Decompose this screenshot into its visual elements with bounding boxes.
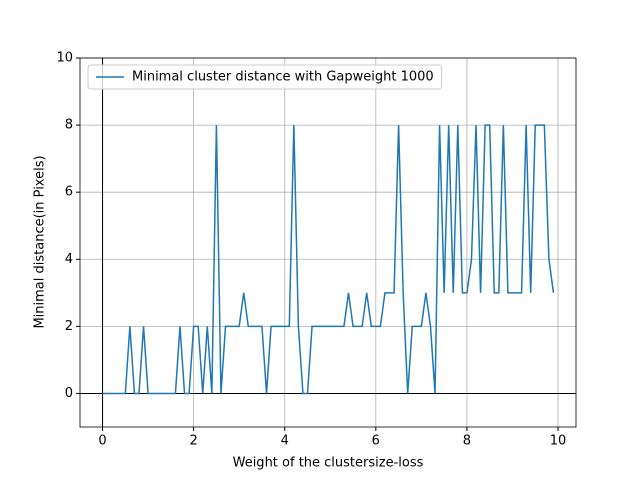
- legend-box: [87, 64, 443, 90]
- y-tick-label: 6: [65, 185, 73, 200]
- x-tick-label: 0: [98, 434, 106, 449]
- x-tick-label: 10: [550, 434, 567, 449]
- y-tick-label: 4: [65, 252, 73, 267]
- plot-frame: [79, 57, 577, 428]
- legend-label: Minimal cluster distance with Gapweight …: [132, 70, 434, 85]
- x-tick-label: 8: [463, 434, 471, 449]
- x-tick-label: 4: [281, 434, 289, 449]
- y-tick-label: 10: [56, 51, 73, 66]
- y-tick-label: 2: [65, 319, 73, 334]
- y-axis-label: Minimal distance(in Pixels): [33, 155, 48, 328]
- data-line: [102, 124, 555, 395]
- x-axis-label: Weight of the clustersize-loss: [233, 456, 424, 471]
- y-tick-label: 0: [65, 386, 73, 401]
- x-tick-label: 2: [189, 434, 197, 449]
- x-tick-label: 6: [372, 434, 380, 449]
- y-tick-label: 8: [65, 118, 73, 133]
